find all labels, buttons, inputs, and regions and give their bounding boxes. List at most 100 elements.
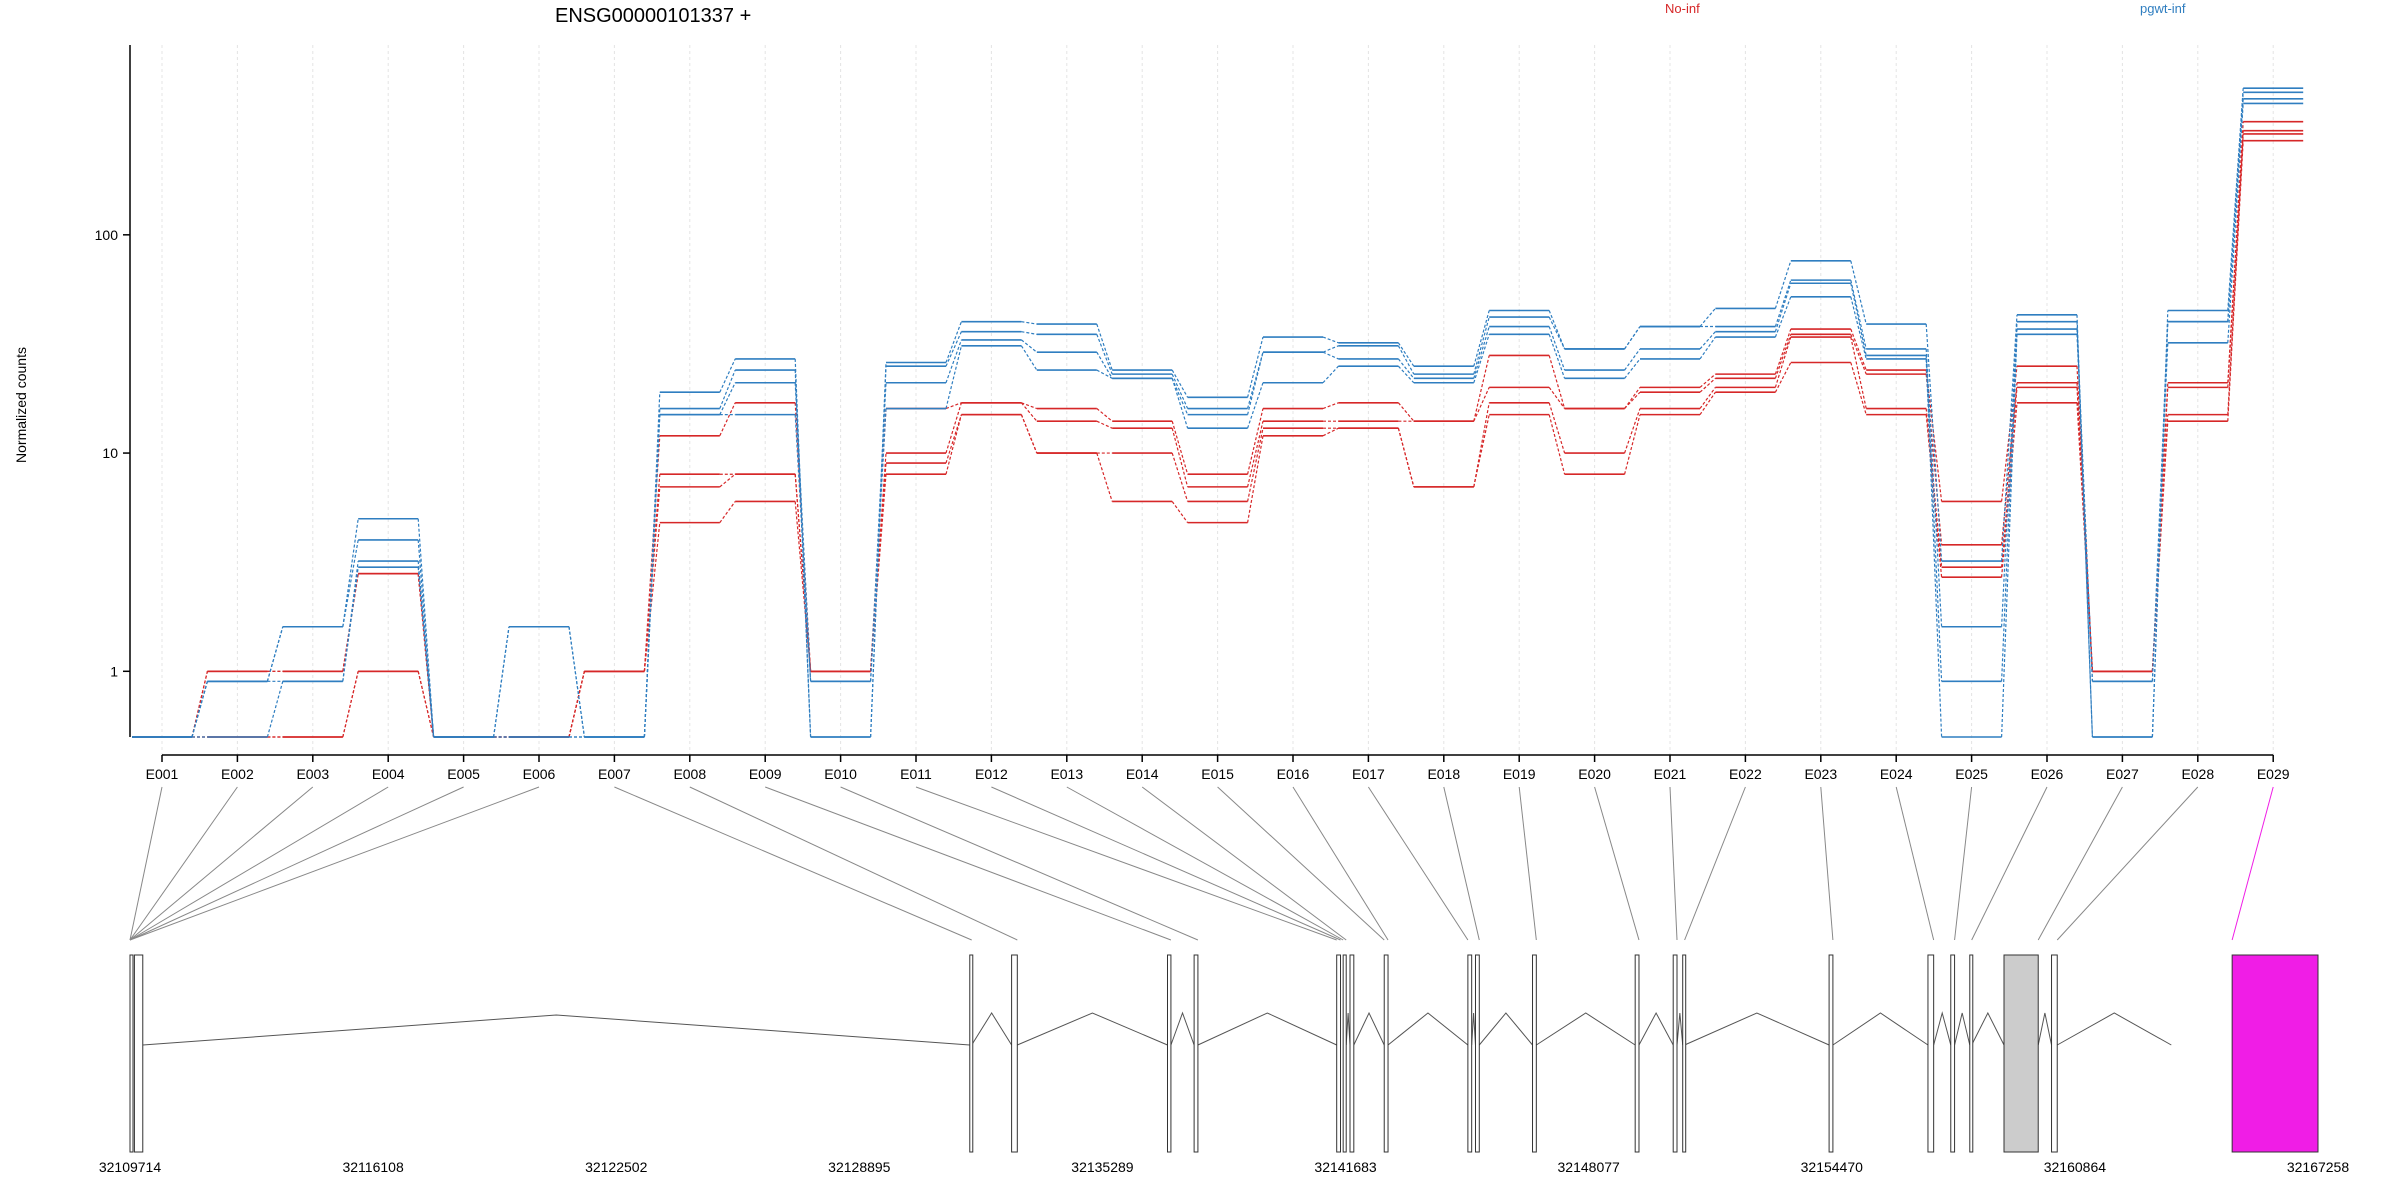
exon-block (2003, 954, 2039, 1153)
series-connector (1699, 391, 1716, 415)
connector-e029 (2231, 786, 2274, 941)
series-connector (1397, 345, 1415, 375)
series-connector (719, 473, 736, 488)
connector-e006 (129, 786, 540, 941)
series-connector (945, 345, 962, 409)
series-connector (1624, 358, 1641, 379)
series-connector (870, 474, 887, 672)
series-connector (1247, 382, 1264, 429)
series-connector (643, 486, 661, 672)
series-connector (1850, 283, 1867, 356)
series-connector (719, 382, 736, 415)
series-connector (2001, 402, 2018, 578)
series-connector (945, 331, 962, 367)
series-connector (1624, 326, 1641, 350)
series-connector (1699, 373, 1716, 388)
exon-block (133, 954, 144, 1153)
series-connector (1624, 348, 1641, 371)
x-tick-label-e026: E026 (2031, 766, 2064, 782)
series-connector (1096, 452, 1113, 502)
series-connector (1473, 402, 1490, 487)
series-connector (1699, 377, 1716, 393)
series-connector (794, 370, 812, 738)
plot-axes: 1 10 100 E001 E002 E003 E004 E005 E006 E007 E008 E0… (95, 45, 2290, 782)
series-connector (266, 626, 284, 682)
series-connector (870, 382, 887, 682)
series-connector (1774, 296, 1792, 338)
exon-block (1011, 954, 1018, 1153)
connector-e025 (1954, 786, 1973, 941)
connector-e010 (840, 786, 1199, 941)
connector-e008 (689, 786, 1018, 941)
x-tick-label-e017: E017 (1352, 766, 1385, 782)
series-connector (1247, 428, 1264, 502)
intron-line (971, 1012, 1013, 1046)
exon-block (1342, 954, 1347, 1153)
exon-block (1383, 954, 1389, 1153)
connector-e016 (1292, 786, 1389, 941)
x-tick-label-e006: E006 (523, 766, 556, 782)
series-connector (1322, 365, 1339, 384)
exon-block (1474, 954, 1480, 1153)
intron-line (1684, 1012, 1830, 1046)
exon-block-highlighted (2231, 954, 2319, 1153)
series-connector (1548, 326, 1566, 371)
x-tick-label-e020: E020 (1578, 766, 1611, 782)
series-connector (1624, 414, 1641, 475)
series-connector (1397, 402, 1415, 422)
exon-block (1349, 954, 1355, 1153)
exon-block (1828, 954, 1834, 1153)
connector-e007 (614, 786, 972, 941)
series-connector (1096, 369, 1113, 379)
series-connector (1850, 328, 1867, 371)
series-connector (1096, 420, 1113, 429)
exon-block (129, 954, 134, 1153)
coordinate-tick-label: 32128895 (828, 1159, 891, 1175)
series-connector (1774, 336, 1792, 388)
connector-e022 (1684, 786, 1746, 941)
plot-series (132, 87, 2304, 738)
x-tick-label-e004: E004 (372, 766, 405, 782)
genomic-coordinate-axis: 32109714 32116108 32122502 32128895 32135289… (99, 1159, 2350, 1175)
series-connector (1171, 428, 1189, 488)
series-connector (1020, 402, 1038, 422)
plot-grid (161, 45, 2274, 755)
series-connector (191, 681, 208, 738)
series-connector (1473, 355, 1490, 422)
connector-e021 (1669, 786, 1678, 941)
x-tick-label-e010: E010 (824, 766, 857, 782)
series-connector (1473, 387, 1490, 422)
series-connector (1774, 328, 1792, 375)
series-connector (1850, 260, 1867, 325)
series-connector (1021, 331, 1037, 335)
series-connector (2076, 321, 2093, 738)
series-connector (1322, 402, 1339, 410)
x-tick-label-e008: E008 (673, 766, 706, 782)
legend-label-pgwt-inf: pgwt-inf (2140, 1, 2186, 16)
connector-e026 (1971, 786, 2048, 941)
exon-block (1950, 954, 1956, 1153)
connector-e005 (129, 786, 464, 941)
series-pgwt-inf-7 (132, 102, 2304, 738)
series-connector (1171, 369, 1189, 398)
coordinate-tick-label: 32122502 (585, 1159, 648, 1175)
y-axis-label: Normalized counts (13, 347, 29, 463)
intron-line (1170, 1011, 1195, 1046)
intron-line (1676, 1012, 1684, 1046)
x-tick-label-e002: E002 (221, 766, 254, 782)
x-tick-label-e007: E007 (598, 766, 631, 782)
x-tick-label-e019: E019 (1503, 766, 1536, 782)
exon-block (1969, 954, 1974, 1153)
series-connector (2001, 366, 2018, 502)
connector-e017 (1367, 786, 1469, 941)
series-connector (1774, 260, 1792, 309)
series-connector (568, 671, 585, 738)
exon-block (1634, 954, 1640, 1153)
series-connector (1548, 387, 1566, 409)
series-connector (1548, 334, 1566, 379)
x-tick-label-e028: E028 (2181, 766, 2214, 782)
series-connector (2076, 334, 2093, 682)
connector-e023 (1820, 786, 1834, 941)
series-connector (1171, 421, 1189, 475)
exon-block (1193, 954, 1199, 1153)
